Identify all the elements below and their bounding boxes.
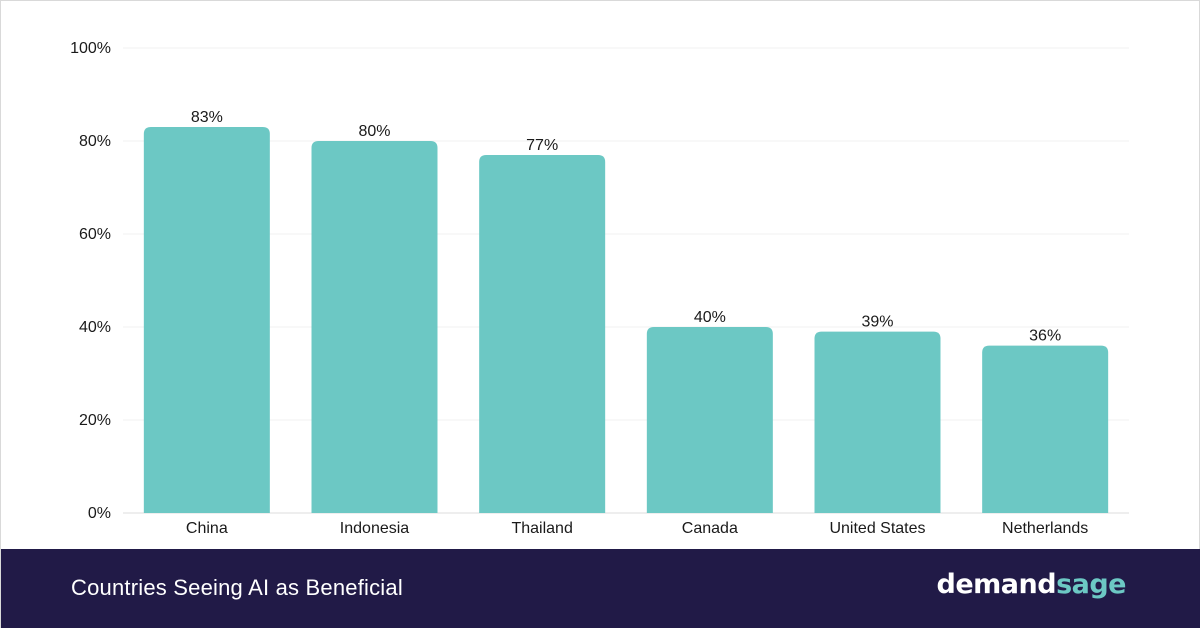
- bar: [311, 141, 438, 513]
- bar: [646, 327, 773, 513]
- y-tick-label: 60%: [79, 226, 111, 243]
- data-label: 40%: [694, 309, 726, 326]
- category-labels: China Indonesia Thailand Canada United State…: [186, 520, 1088, 537]
- brand-logo[interactable]: demandsage: [936, 569, 1127, 600]
- y-tick-label: 40%: [79, 319, 111, 336]
- footer-bar: Countries Seeing AI as Beneficial demand…: [1, 549, 1200, 628]
- bars: [143, 127, 1109, 514]
- chart-title: Countries Seeing AI as Beneficial: [71, 575, 403, 600]
- y-tick-label: 80%: [79, 133, 111, 150]
- data-label: 83%: [191, 109, 223, 126]
- data-label: 39%: [861, 314, 893, 331]
- data-label: 36%: [1029, 328, 1061, 345]
- data-label: 77%: [526, 137, 558, 154]
- x-tick-label: Indonesia: [340, 520, 409, 537]
- y-tick-label: 100%: [70, 40, 111, 57]
- data-label: 80%: [358, 123, 390, 140]
- x-tick-label: Netherlands: [1002, 520, 1088, 537]
- x-tick-label: China: [186, 520, 228, 537]
- y-axis-ticks: 0% 20% 40% 60% 80% 100%: [70, 40, 111, 522]
- brand-logo-part1: demand: [936, 569, 1057, 600]
- x-tick-label: Canada: [682, 520, 738, 537]
- bar: [479, 154, 606, 513]
- gridlines: [123, 47, 1129, 514]
- y-tick-label: 20%: [79, 412, 111, 429]
- x-tick-label: Thailand: [511, 520, 572, 537]
- bar: [143, 127, 270, 514]
- brand-logo-part2: sage: [1056, 569, 1126, 600]
- bar: [814, 331, 941, 513]
- y-tick-label: 0%: [88, 505, 111, 522]
- bar: [982, 345, 1109, 513]
- bar-chart: 0% 20% 40% 60% 80% 100% 83% 80% 77% 40% 39% 36% Ch…: [70, 40, 1129, 537]
- x-tick-label: United States: [829, 520, 925, 537]
- data-labels: 83% 80% 77% 40% 39% 36%: [191, 109, 1061, 345]
